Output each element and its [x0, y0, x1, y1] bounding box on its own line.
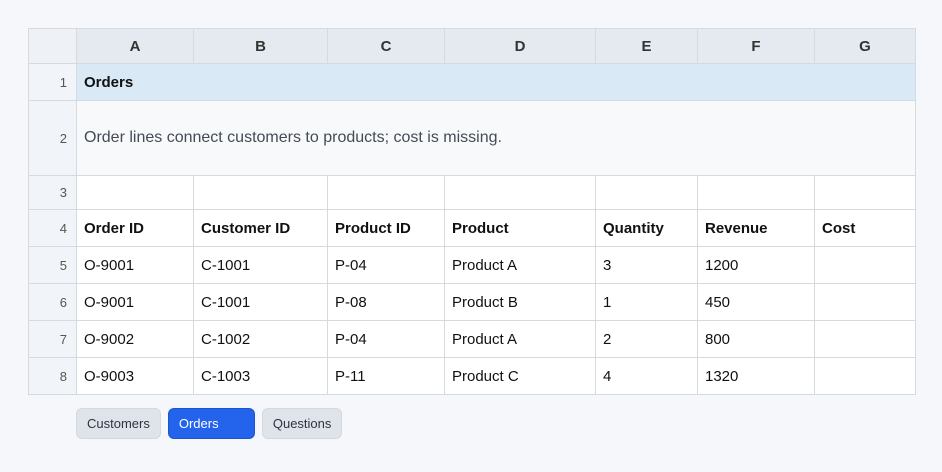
cell[interactable] — [76, 175, 194, 210]
table-row: 6 O-9001 C-1001 P-08 Product B 1 450 — [28, 283, 916, 321]
header-cell-revenue[interactable]: Revenue — [697, 209, 815, 247]
column-header-d[interactable]: D — [444, 28, 596, 64]
select-all-corner[interactable] — [28, 28, 77, 64]
cell[interactable] — [444, 175, 596, 210]
cell[interactable] — [327, 175, 445, 210]
cell[interactable]: P-04 — [327, 320, 445, 358]
sheet-title-cell[interactable]: Orders — [76, 63, 916, 101]
cell[interactable]: 1320 — [697, 357, 815, 395]
row-number[interactable]: 8 — [28, 357, 77, 395]
row-number[interactable]: 3 — [28, 175, 77, 210]
cell[interactable]: Product B — [444, 283, 596, 321]
sheet-tab-questions[interactable]: Questions — [261, 408, 343, 439]
cell[interactable]: O-9001 — [76, 246, 194, 284]
table-header-row: 4 Order ID Customer ID Product ID Produc… — [28, 209, 916, 247]
row-number[interactable]: 5 — [28, 246, 77, 284]
cell[interactable]: P-11 — [327, 357, 445, 395]
header-cell-cost[interactable]: Cost — [814, 209, 916, 247]
column-header-f[interactable]: F — [697, 28, 815, 64]
cell[interactable]: P-08 — [327, 283, 445, 321]
header-cell-customer-id[interactable]: Customer ID — [193, 209, 328, 247]
cell[interactable]: Product A — [444, 246, 596, 284]
column-header-e[interactable]: E — [595, 28, 698, 64]
column-header-a[interactable]: A — [76, 28, 194, 64]
column-header-b[interactable]: B — [193, 28, 328, 64]
cell[interactable] — [814, 175, 916, 210]
sheet-tab-orders[interactable]: Orders — [167, 408, 255, 439]
table-row: 8 O-9003 C-1003 P-11 Product C 4 1320 — [28, 357, 916, 395]
cell[interactable]: C-1001 — [193, 283, 328, 321]
cell[interactable]: 450 — [697, 283, 815, 321]
spreadsheet-grid: A B C D E F G 1 Orders 2 Order lines con… — [28, 28, 916, 395]
sheet-tabs: Customers Orders Questions — [76, 408, 343, 439]
cell[interactable] — [595, 175, 698, 210]
row-number[interactable]: 6 — [28, 283, 77, 321]
cell[interactable]: 4 — [595, 357, 698, 395]
header-cell-quantity[interactable]: Quantity — [595, 209, 698, 247]
cell[interactable] — [814, 246, 916, 284]
cell[interactable]: O-9002 — [76, 320, 194, 358]
row-number[interactable]: 7 — [28, 320, 77, 358]
column-header-g[interactable]: G — [814, 28, 916, 64]
column-header-c[interactable]: C — [327, 28, 445, 64]
cell[interactable]: C-1002 — [193, 320, 328, 358]
cell[interactable]: Product C — [444, 357, 596, 395]
header-cell-product-id[interactable]: Product ID — [327, 209, 445, 247]
sheet-tab-customers[interactable]: Customers — [76, 408, 161, 439]
row-number[interactable]: 1 — [28, 63, 77, 101]
cell[interactable]: Product A — [444, 320, 596, 358]
cell[interactable] — [697, 175, 815, 210]
cell[interactable] — [814, 357, 916, 395]
header-cell-product[interactable]: Product — [444, 209, 596, 247]
table-row: 5 O-9001 C-1001 P-04 Product A 3 1200 — [28, 246, 916, 284]
cell[interactable]: 3 — [595, 246, 698, 284]
cell[interactable]: O-9001 — [76, 283, 194, 321]
cell[interactable]: C-1001 — [193, 246, 328, 284]
cell[interactable] — [814, 283, 916, 321]
note-cell[interactable]: Order lines connect customers to product… — [76, 100, 916, 176]
cell[interactable]: 1200 — [697, 246, 815, 284]
cell[interactable]: 800 — [697, 320, 815, 358]
cell[interactable] — [193, 175, 328, 210]
row-number[interactable]: 2 — [28, 100, 77, 176]
header-cell-order-id[interactable]: Order ID — [76, 209, 194, 247]
cell[interactable] — [814, 320, 916, 358]
row-number[interactable]: 4 — [28, 209, 77, 247]
cell[interactable]: C-1003 — [193, 357, 328, 395]
cell[interactable]: P-04 — [327, 246, 445, 284]
cell[interactable]: 2 — [595, 320, 698, 358]
cell[interactable]: 1 — [595, 283, 698, 321]
cell[interactable]: O-9003 — [76, 357, 194, 395]
table-row: 7 O-9002 C-1002 P-04 Product A 2 800 — [28, 320, 916, 358]
